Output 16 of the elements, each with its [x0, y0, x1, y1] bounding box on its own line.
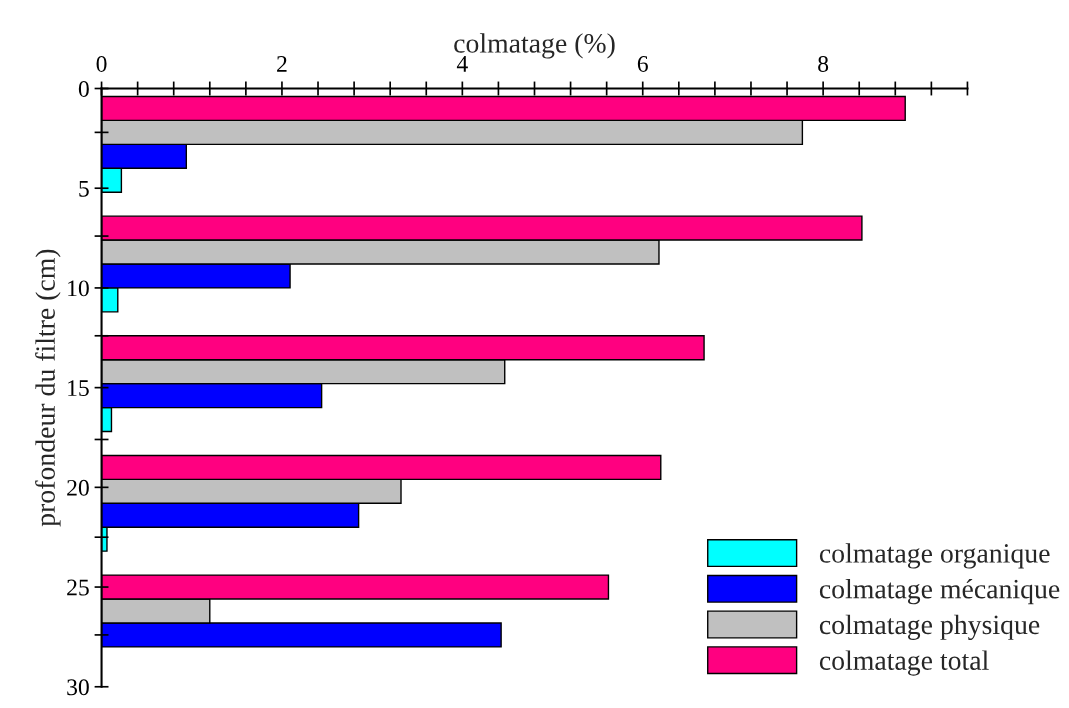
y-tick-label: 20 — [67, 479, 89, 496]
legend-label: colmatage organique — [819, 543, 1050, 569]
legend-label: colmatage total — [819, 650, 989, 676]
x-tick-label: 2 — [277, 56, 287, 72]
y-tick-label: 30 — [67, 679, 89, 696]
x-tick-label: 0 — [96, 55, 107, 72]
y-tick-label: 15 — [68, 380, 89, 397]
y-axis-title: profondeur du filtre (cm) — [35, 249, 61, 527]
legend-label: colmatage physique — [819, 614, 1040, 640]
y-tick-label: 10 — [68, 280, 89, 297]
y-tick-label: 0 — [78, 80, 89, 97]
x-tick-label: 6 — [637, 56, 648, 72]
legend-label: colmatage mécanique — [819, 578, 1060, 605]
x-tick-label: 8 — [818, 55, 829, 72]
y-tick-label: 25 — [67, 579, 89, 596]
y-tick-label: 5 — [79, 180, 89, 197]
